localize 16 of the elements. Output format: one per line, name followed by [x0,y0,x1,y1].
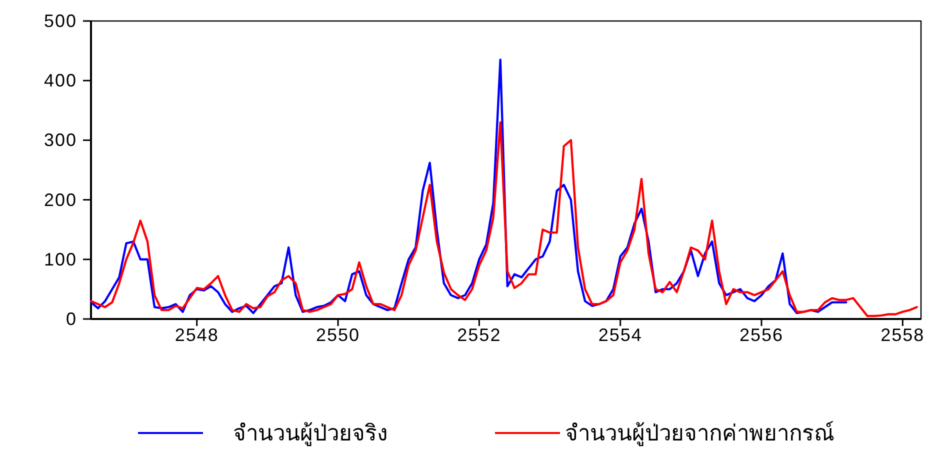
y-tick-label: 400 [44,70,77,91]
y-tick-label: 300 [44,130,77,150]
x-tick-label: 2558 [880,325,925,345]
y-tick-label: 200 [44,190,77,210]
line-series [90,58,848,314]
x-tick-label: 2548 [174,325,219,345]
x-tick-label: 2554 [598,325,642,345]
x-tick-label: 2556 [739,325,784,345]
y-tick-label: 0 [66,309,77,329]
x-tick-label: 2552 [457,325,502,345]
x-tick-label: 2550 [316,325,360,345]
line-series [90,121,918,318]
legend-label: จำนวนผู้ป่วยจริง [233,420,388,446]
legend-label: จำนวนผู้ป่วยจากค่าพยากรณ์ [565,420,834,446]
y-tick-label: 100 [44,249,77,270]
y-tick-label: 500 [44,11,77,31]
